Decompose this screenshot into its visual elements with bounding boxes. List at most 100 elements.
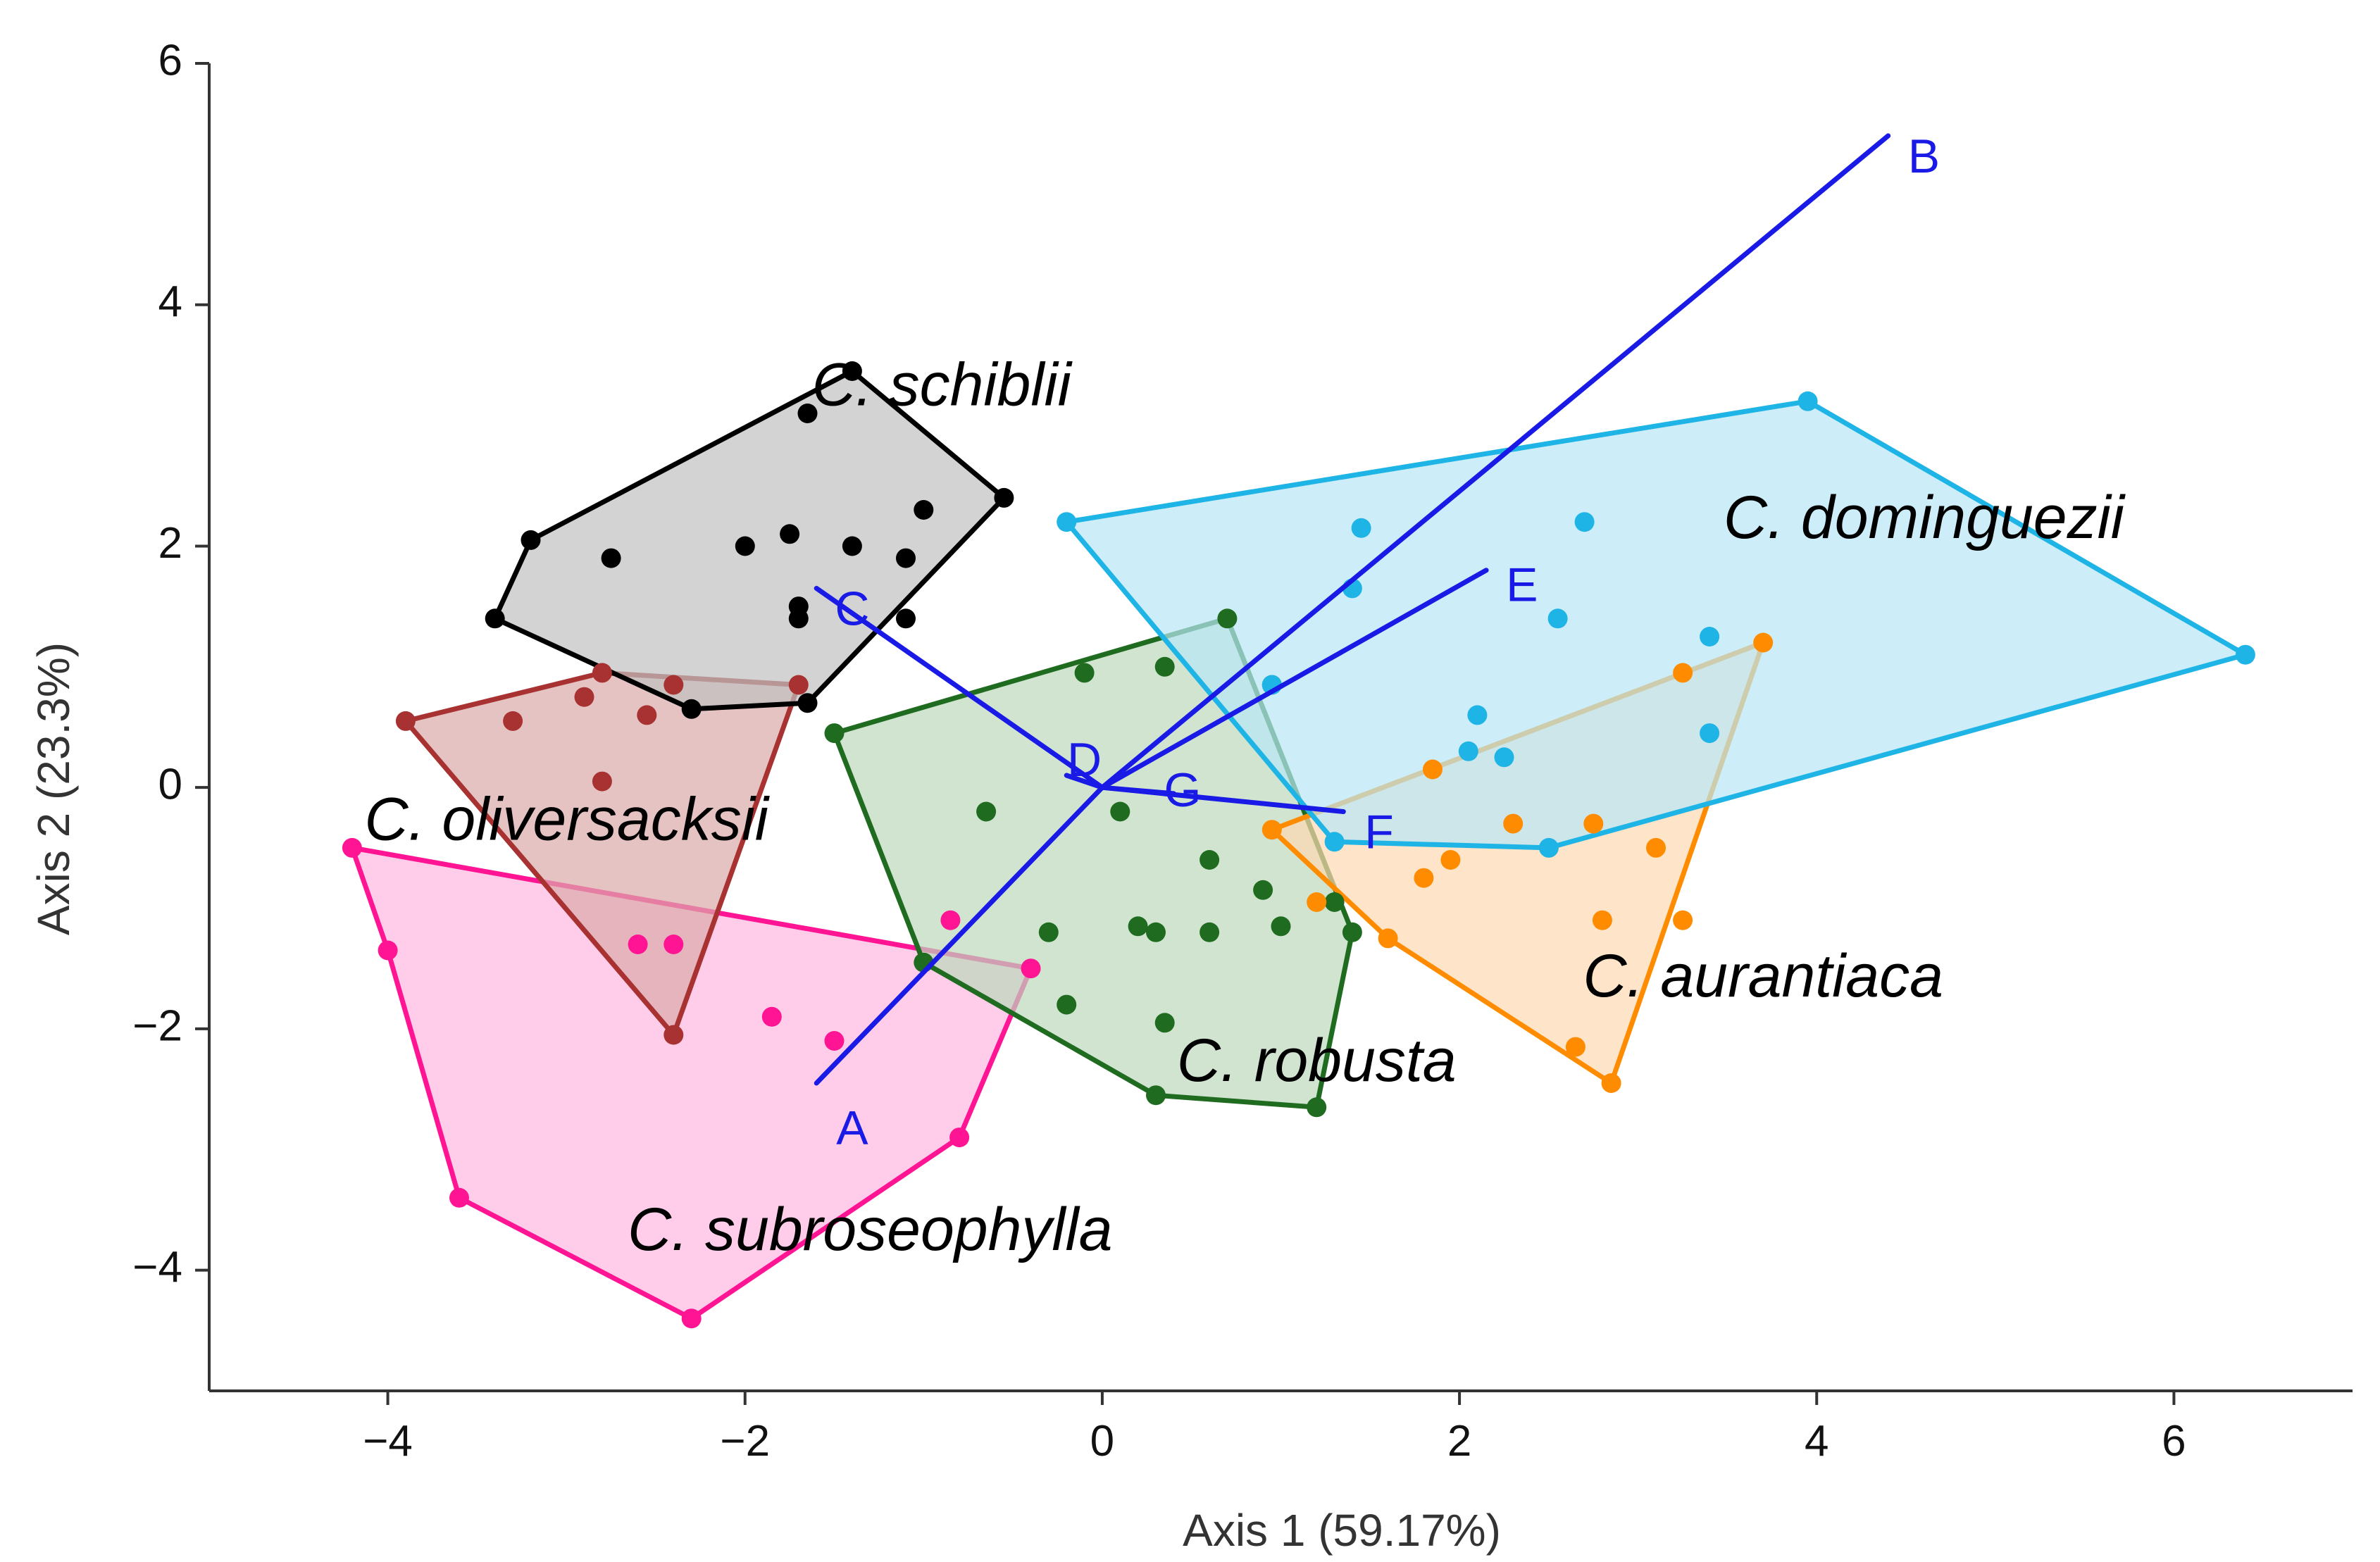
point-c-subroseophylla: [824, 1031, 845, 1051]
point-c-dominguezii: [1494, 747, 1514, 768]
point-c-subroseophylla: [949, 1127, 970, 1148]
point-c-subroseophylla: [761, 1006, 782, 1027]
point-c-subroseophylla: [342, 837, 362, 858]
point-c-robusta: [1146, 922, 1166, 942]
point-c-robusta: [1200, 850, 1220, 870]
vector-label-e: E: [1506, 558, 1538, 611]
point-c-aurantiaca: [1423, 759, 1443, 780]
point-c-schiblii: [994, 487, 1014, 508]
x-tick-label: −4: [363, 1417, 413, 1466]
point-c-subroseophylla: [628, 935, 648, 954]
point-c-subroseophylla: [940, 910, 961, 930]
point-c-subroseophylla: [1021, 958, 1041, 979]
point-c-robusta: [1128, 916, 1148, 937]
point-c-robusta: [1307, 1097, 1327, 1118]
point-c-aurantiaca: [1646, 837, 1666, 858]
point-c-oliversacksii: [663, 1025, 684, 1045]
point-c-schiblii: [681, 699, 702, 719]
x-axis-title: Axis 1 (59.17%): [1183, 1505, 1501, 1556]
vector-b: [1099, 133, 1891, 790]
point-c-robusta: [1038, 922, 1059, 942]
point-c-robusta: [824, 723, 845, 744]
point-c-dominguezii: [1324, 832, 1345, 852]
point-c-schiblii: [914, 500, 934, 520]
point-c-aurantiaca: [1440, 850, 1461, 870]
point-c-schiblii: [896, 608, 916, 629]
point-c-schiblii: [896, 548, 916, 568]
point-c-schiblii: [797, 693, 818, 713]
vector-c: [814, 585, 1105, 790]
point-c-aurantiaca: [1673, 663, 1693, 683]
point-c-oliversacksii: [592, 663, 612, 683]
species-label-c-subroseophylla: C. subroseophylla: [628, 1196, 1112, 1263]
point-c-robusta: [1342, 922, 1362, 942]
species-label-c-dominguezii: C. dominguezii: [1724, 484, 2126, 551]
vector-e: [1099, 568, 1489, 790]
point-c-oliversacksii: [663, 675, 684, 695]
point-c-aurantiaca: [1601, 1073, 1621, 1093]
labels-layer: A B C D E F G C. subroseophylla C. oliversacksii…: [364, 130, 2126, 1263]
point-c-schiblii: [797, 404, 818, 423]
point-c-robusta: [1154, 656, 1175, 677]
x-tick-label: −2: [720, 1417, 770, 1466]
point-c-dominguezii: [1351, 518, 1371, 538]
points-layer: [342, 361, 2255, 1329]
point-c-schiblii: [780, 524, 800, 544]
point-c-aurantiaca: [1753, 632, 1774, 653]
y-tick-label: 4: [158, 277, 182, 326]
vectors-layer: [814, 133, 1891, 1086]
point-c-schiblii: [788, 608, 809, 629]
point-c-dominguezii: [1547, 608, 1568, 629]
point-c-robusta: [1074, 663, 1095, 683]
point-c-subroseophylla: [681, 1308, 702, 1329]
point-c-dominguezii: [1574, 512, 1595, 532]
point-c-robusta: [1057, 994, 1077, 1015]
point-c-aurantiaca: [1261, 820, 1282, 840]
hull-c-dominguezii: [1064, 399, 2248, 851]
point-c-oliversacksii: [637, 705, 657, 725]
point-c-robusta: [1146, 1085, 1166, 1106]
point-c-aurantiaca: [1307, 892, 1327, 912]
point-c-aurantiaca: [1673, 910, 1693, 930]
point-c-robusta: [1154, 1013, 1175, 1033]
point-c-schiblii: [842, 536, 862, 556]
point-c-dominguezii: [1700, 627, 1720, 646]
point-c-dominguezii: [1458, 741, 1478, 761]
vector-g: [1099, 785, 1176, 796]
point-c-schiblii: [485, 608, 505, 629]
point-c-aurantiaca: [1592, 910, 1612, 930]
point-c-oliversacksii: [788, 675, 809, 695]
vector-label-a: A: [836, 1101, 868, 1155]
vector-label-c: C: [835, 582, 869, 636]
y-tick-label: 2: [158, 519, 182, 568]
species-label-c-schiblii: C. schiblii: [812, 351, 1073, 418]
x-tick-label: 4: [1805, 1417, 1828, 1466]
point-c-oliversacksii: [592, 771, 612, 792]
y-tick-label: 6: [158, 36, 182, 85]
point-c-dominguezii: [1538, 837, 1559, 858]
point-c-schiblii: [521, 530, 541, 550]
point-c-aurantiaca: [1565, 1037, 1585, 1057]
point-c-robusta: [976, 801, 997, 822]
axes-layer: −4 −2 0 2 4 6 −4 −2 0 2 4 6: [132, 36, 2353, 1466]
species-label-c-oliversacksii: C. oliversacksii: [364, 785, 770, 853]
vector-label-d: D: [1067, 733, 1102, 787]
vector-label-b: B: [1908, 130, 1940, 183]
x-tick-label: 2: [1447, 1417, 1471, 1466]
vector-a: [814, 785, 1105, 1086]
x-tick-label: 6: [2162, 1417, 2186, 1466]
y-axis-title: Axis 2 (23.3%): [28, 642, 79, 935]
point-c-subroseophylla: [378, 940, 398, 961]
species-label-c-aurantiaca: C. aurantiaca: [1583, 942, 1943, 1010]
point-c-dominguezii: [1467, 705, 1488, 725]
point-c-robusta: [1110, 801, 1130, 822]
point-c-subroseophylla: [449, 1187, 469, 1208]
point-c-dominguezii: [1798, 391, 1818, 411]
point-c-aurantiaca: [1414, 868, 1434, 888]
point-c-robusta: [1324, 892, 1345, 912]
point-c-schiblii: [735, 536, 755, 556]
point-c-schiblii: [601, 548, 621, 568]
point-c-aurantiaca: [1583, 813, 1604, 834]
species-label-c-robusta: C. robusta: [1177, 1027, 1457, 1094]
